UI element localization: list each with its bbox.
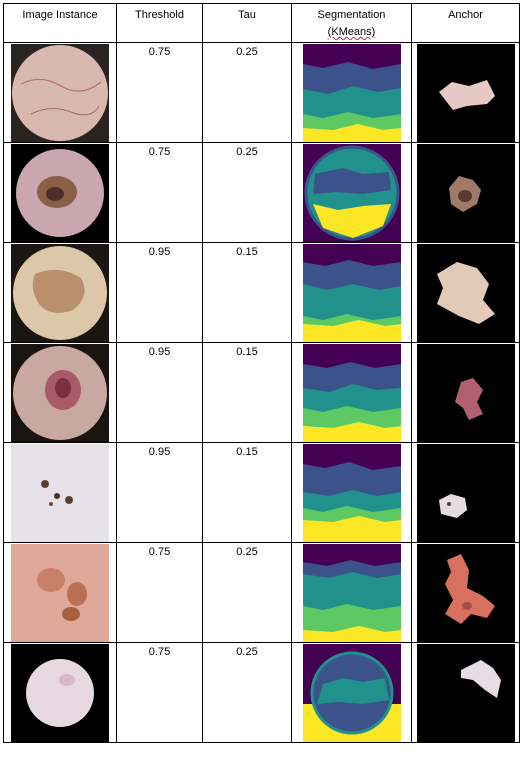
header-segmentation-method: (KMeans) [327, 26, 376, 38]
anchor-cell [411, 542, 520, 643]
tau-value: 0.25 [236, 146, 258, 158]
anchor-cell [411, 42, 520, 143]
tau-cell: 0.25 [202, 142, 292, 243]
anchor-image [416, 543, 515, 642]
kmeans-segmentation-image [302, 643, 401, 742]
table-row: 0.95 0.15 [3, 442, 520, 543]
image-instance-cell [3, 642, 117, 743]
tau-cell: 0.15 [202, 342, 292, 443]
segmentation-cell [291, 42, 412, 143]
skin-lesion-image [11, 543, 109, 642]
tau-value: 0.25 [236, 46, 258, 58]
skin-lesion-image [11, 443, 109, 542]
kmeans-segmentation-image [302, 443, 401, 542]
header-tau: Tau [202, 3, 292, 43]
anchor-image [416, 243, 515, 342]
tau-cell: 0.25 [202, 542, 292, 643]
anchor-image [416, 343, 515, 442]
segmentation-cell [291, 142, 412, 243]
anchor-image [416, 643, 515, 742]
anchor-image [416, 143, 515, 242]
tau-value: 0.25 [236, 546, 258, 558]
image-instance-cell [3, 342, 117, 443]
threshold-cell: 0.95 [116, 442, 203, 543]
anchor-cell [411, 342, 520, 443]
table-row: 0.75 0.25 [3, 42, 520, 143]
kmeans-segmentation-image [302, 243, 401, 342]
threshold-cell: 0.75 [116, 642, 203, 743]
header-threshold: Threshold [116, 3, 203, 43]
tau-value: 0.25 [236, 646, 258, 658]
segmentation-cell [291, 442, 412, 543]
tau-cell: 0.25 [202, 42, 292, 143]
skin-lesion-image [11, 643, 109, 742]
segmentation-cell [291, 642, 412, 743]
table-row: 0.95 0.15 [3, 242, 520, 343]
tau-cell: 0.15 [202, 242, 292, 343]
segmentation-cell [291, 342, 412, 443]
image-instance-cell [3, 542, 117, 643]
kmeans-segmentation-image [302, 143, 401, 242]
threshold-cell: 0.95 [116, 342, 203, 443]
skin-lesion-image [11, 43, 109, 142]
image-instance-cell [3, 42, 117, 143]
kmeans-segmentation-image [302, 543, 401, 642]
threshold-value: 0.75 [148, 46, 171, 58]
table-row: 0.75 0.25 [3, 142, 520, 243]
threshold-cell: 0.75 [116, 42, 203, 143]
header-segmentation: Segmentation (KMeans) [291, 3, 412, 43]
anchor-cell [411, 242, 520, 343]
threshold-value: 0.95 [148, 346, 171, 358]
anchor-cell [411, 642, 520, 743]
header-image-instance: Image Instance [3, 3, 117, 43]
image-instance-cell [3, 442, 117, 543]
threshold-cell: 0.75 [116, 542, 203, 643]
threshold-cell: 0.95 [116, 242, 203, 343]
threshold-value: 0.75 [148, 646, 171, 658]
threshold-value: 0.95 [148, 446, 171, 458]
tau-value: 0.15 [236, 346, 258, 358]
anchor-image [416, 443, 515, 542]
kmeans-segmentation-image [302, 343, 401, 442]
segmentation-cell [291, 542, 412, 643]
table-row: 0.95 0.15 [3, 342, 520, 443]
results-table: Image Instance Threshold Tau Segmentatio… [3, 3, 520, 743]
image-instance-cell [3, 142, 117, 243]
skin-lesion-image [11, 143, 109, 242]
skin-lesion-image [11, 243, 109, 342]
threshold-value: 0.75 [148, 546, 171, 558]
table-row: 0.75 0.25 [3, 542, 520, 643]
header-anchor: Anchor [411, 3, 520, 43]
tau-cell: 0.25 [202, 642, 292, 743]
header-segmentation-label: Segmentation [317, 9, 386, 21]
anchor-image [416, 43, 515, 142]
skin-lesion-image [11, 343, 109, 442]
tau-value: 0.15 [236, 446, 258, 458]
kmeans-segmentation-image [302, 43, 401, 142]
threshold-value: 0.95 [148, 246, 171, 258]
table-row: 0.75 0.25 [3, 642, 520, 743]
tau-value: 0.15 [236, 246, 258, 258]
image-instance-cell [3, 242, 117, 343]
threshold-value: 0.75 [148, 146, 171, 158]
segmentation-cell [291, 242, 412, 343]
threshold-cell: 0.75 [116, 142, 203, 243]
anchor-cell [411, 142, 520, 243]
header-row: Image Instance Threshold Tau Segmentatio… [3, 3, 520, 43]
anchor-cell [411, 442, 520, 543]
tau-cell: 0.15 [202, 442, 292, 543]
